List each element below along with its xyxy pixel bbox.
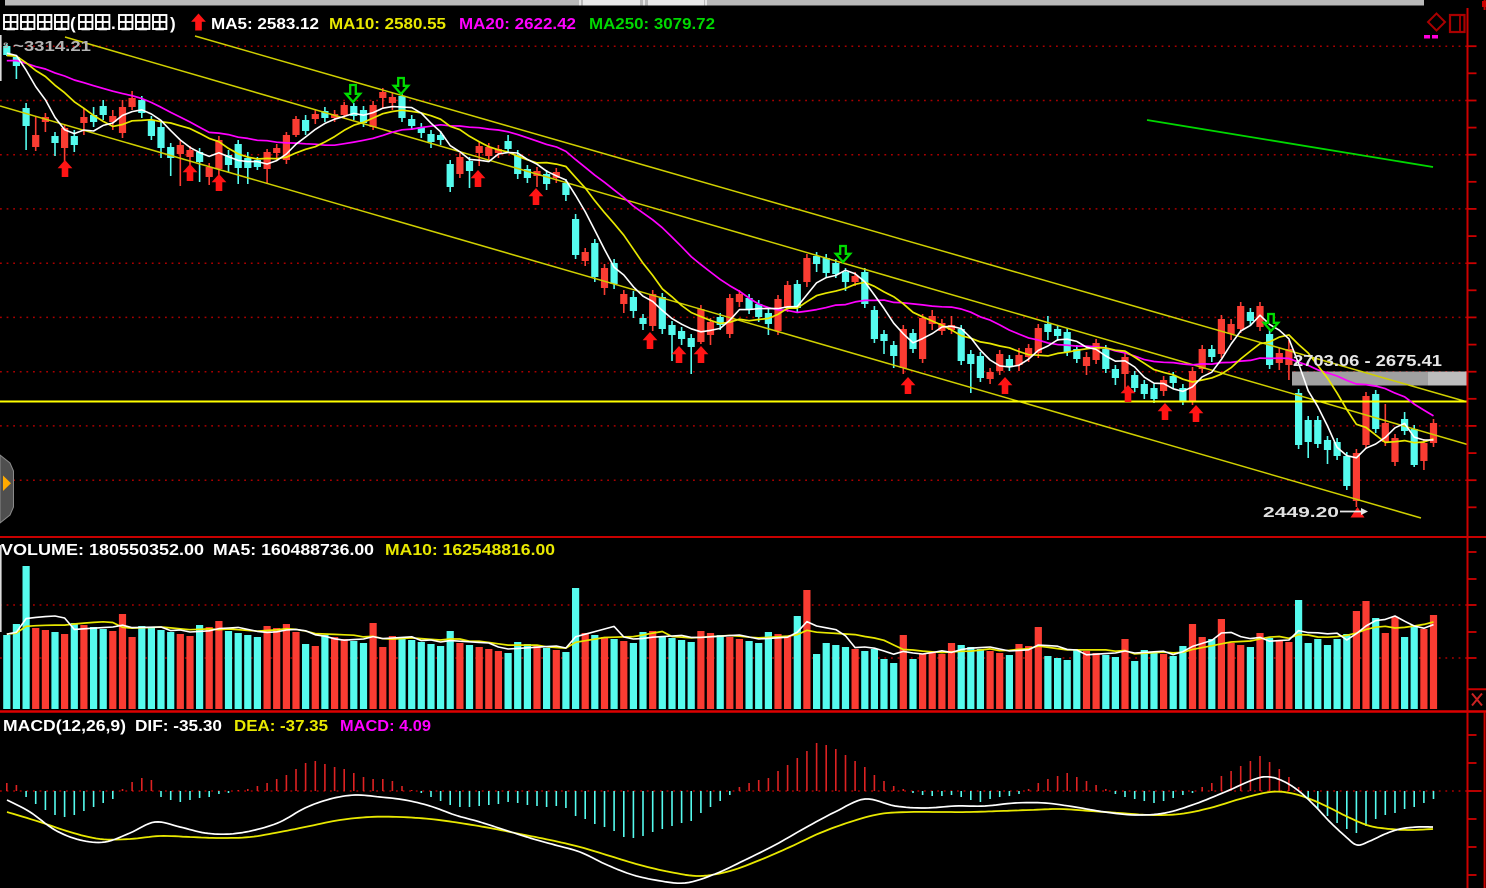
svg-text:MA5: 2583.12: MA5: 2583.12 bbox=[211, 16, 319, 33]
svg-text:VOLUME: 180550352.00: VOLUME: 180550352.00 bbox=[1, 542, 204, 559]
svg-text:MA250: 3079.72: MA250: 3079.72 bbox=[589, 16, 715, 33]
svg-text:(: ( bbox=[70, 14, 76, 33]
svg-text:2703.06 - 2675.41: 2703.06 - 2675.41 bbox=[1293, 353, 1442, 370]
svg-text:MA20: 2622.42: MA20: 2622.42 bbox=[459, 16, 576, 33]
svg-text:DIF: -35.30: DIF: -35.30 bbox=[135, 718, 222, 735]
svg-text:MACD(12,26,9): MACD(12,26,9) bbox=[3, 718, 126, 735]
svg-text:s: s bbox=[3, 40, 9, 51]
svg-text:2449.20: 2449.20 bbox=[1263, 504, 1339, 521]
svg-text:~3314.21: ~3314.21 bbox=[13, 38, 91, 55]
svg-text:MA10: 162548816.00: MA10: 162548816.00 bbox=[385, 542, 555, 559]
svg-text:MA5: 160488736.00: MA5: 160488736.00 bbox=[213, 542, 374, 559]
svg-text:.: . bbox=[111, 14, 116, 33]
svg-text:): ) bbox=[170, 14, 176, 33]
svg-text:MACD: 4.09: MACD: 4.09 bbox=[340, 718, 431, 735]
svg-text:MA10: 2580.55: MA10: 2580.55 bbox=[329, 16, 446, 33]
svg-text:DEA: -37.35: DEA: -37.35 bbox=[234, 718, 328, 735]
